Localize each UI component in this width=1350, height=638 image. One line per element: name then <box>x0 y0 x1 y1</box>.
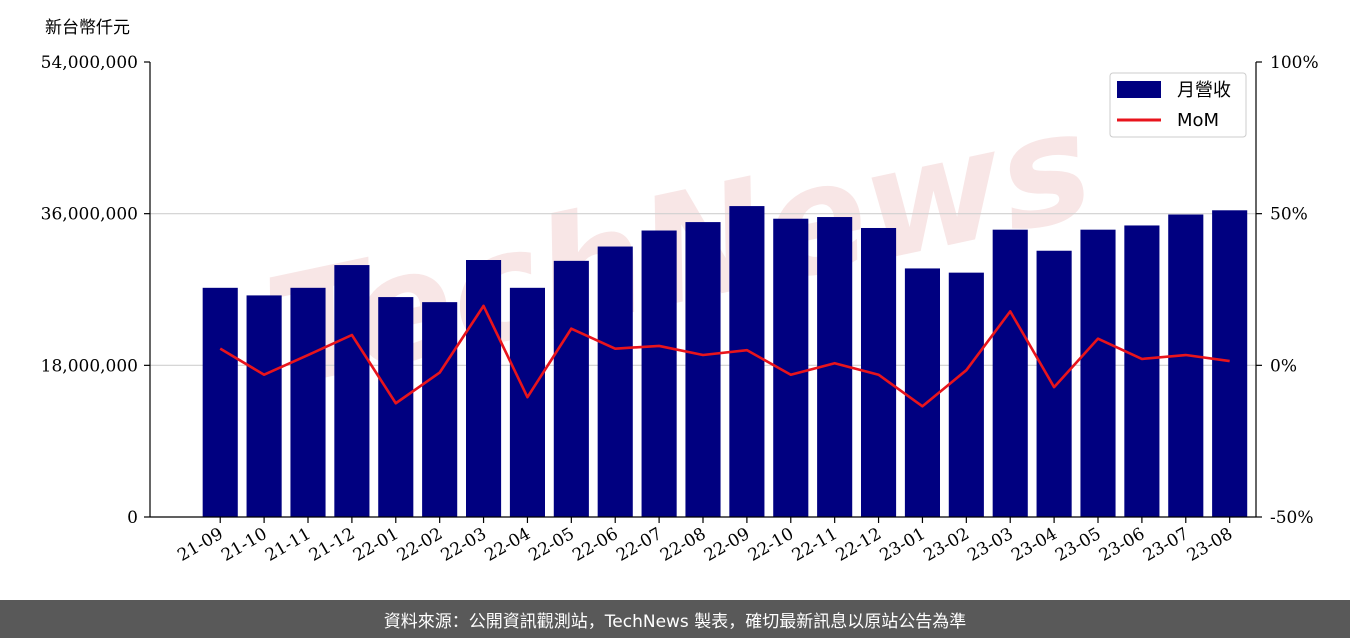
x-tick-label: 22-12 <box>833 524 885 566</box>
x-tick-label: 22-07 <box>613 524 665 566</box>
revenue-bar <box>378 297 414 517</box>
revenue-bar <box>904 268 940 517</box>
x-tick-label: 22-02 <box>394 524 446 566</box>
x-tick-label: 23-08 <box>1184 524 1236 566</box>
bar-series <box>202 206 1248 518</box>
revenue-bar <box>553 260 589 517</box>
y-axis-unit-label: 新台幣仟元 <box>45 18 130 38</box>
revenue-bar <box>685 222 721 517</box>
legend-bar-swatch <box>1117 81 1161 98</box>
left-y-axis-ticks: 0 18,000,000 36,000,000 54,000,000 <box>41 53 150 528</box>
x-tick-label: 22-04 <box>481 524 533 566</box>
left-y-tick-label: 54,000,000 <box>41 53 138 73</box>
revenue-bar <box>1168 214 1204 517</box>
right-y-axis-ticks: -50% 0% 50% 100% <box>1256 53 1319 528</box>
x-tick-label: 22-09 <box>701 524 753 566</box>
x-tick-label: 23-04 <box>1008 524 1060 566</box>
legend-label-revenue: 月營收 <box>1177 80 1231 101</box>
right-y-tick-label: 0% <box>1270 356 1297 376</box>
mom-line <box>219 304 1230 408</box>
revenue-bar <box>992 229 1028 518</box>
x-tick-label: 23-02 <box>920 524 972 566</box>
x-tick-label: 22-05 <box>525 524 577 566</box>
x-tick-label: 22-10 <box>745 524 797 566</box>
x-tick-label: 23-06 <box>1096 524 1148 566</box>
legend: 月營收 MoM <box>1109 72 1247 138</box>
right-y-tick-label: 100% <box>1270 53 1319 73</box>
legend-label-mom: MoM <box>1177 110 1219 131</box>
revenue-chart: TechNews 21-0921-1021-1121-1222-0122-022… <box>41 18 1319 566</box>
revenue-bar <box>1124 225 1160 518</box>
revenue-bar <box>729 206 765 518</box>
source-footer: 資料來源：公開資訊觀測站，TechNews 製表，確切最新訊息以原站公告為準 <box>0 600 1350 638</box>
x-axis-ticks: 21-0921-1021-1121-1222-0122-0222-0322-04… <box>174 517 1236 566</box>
revenue-bar <box>246 295 282 517</box>
right-y-tick-label: 50% <box>1270 205 1308 225</box>
x-tick-label: 23-05 <box>1052 524 1104 566</box>
revenue-bar <box>1212 210 1248 517</box>
right-y-tick-label: -50% <box>1270 508 1314 528</box>
revenue-bar <box>948 272 984 517</box>
revenue-bar <box>509 287 545 517</box>
left-y-tick-label: 36,000,000 <box>41 205 138 225</box>
revenue-bar <box>597 246 633 517</box>
source-text: 資料來源：公開資訊觀測站，TechNews 製表，確切最新訊息以原站公告為準 <box>383 611 967 632</box>
x-tick-label: 22-11 <box>789 524 841 566</box>
x-tick-label: 21-11 <box>262 524 314 566</box>
x-tick-label: 21-12 <box>306 524 358 566</box>
mom-series <box>219 304 1230 408</box>
left-y-tick-label: 0 <box>127 508 138 528</box>
revenue-bar <box>641 230 677 517</box>
x-tick-label: 22-03 <box>438 524 490 566</box>
x-tick-label: 21-09 <box>174 524 226 566</box>
x-tick-label: 23-03 <box>964 524 1016 566</box>
x-tick-label: 23-01 <box>876 524 928 566</box>
x-tick-label: 22-01 <box>350 524 402 566</box>
revenue-bar <box>1080 229 1116 518</box>
revenue-bar <box>466 260 502 517</box>
left-y-tick-label: 18,000,000 <box>41 356 138 376</box>
revenue-bar <box>334 265 370 517</box>
x-tick-label: 23-07 <box>1140 524 1192 566</box>
x-tick-label: 22-08 <box>657 524 709 566</box>
revenue-bar <box>422 302 458 517</box>
revenue-bar <box>202 287 238 517</box>
x-tick-label: 21-10 <box>218 524 270 566</box>
revenue-bar <box>290 287 326 517</box>
x-tick-label: 22-06 <box>569 524 621 566</box>
revenue-bar <box>1036 250 1072 518</box>
